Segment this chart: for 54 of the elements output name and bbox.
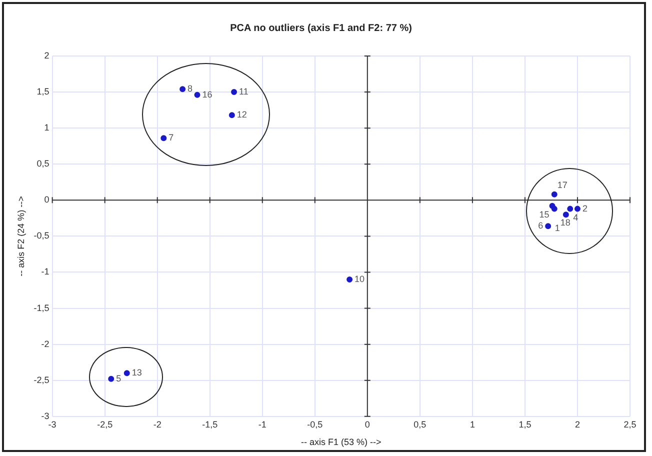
y-tick-label: -2 <box>41 338 50 349</box>
y-tick-label: 1 <box>44 122 50 133</box>
annotation: 12 <box>236 110 247 120</box>
y-tick-label: 0 <box>44 194 50 205</box>
x-tick-label: -1 <box>258 419 266 430</box>
annotation: 11 <box>239 86 248 97</box>
annotation: 17 <box>557 180 568 190</box>
x-tick-label: -0,5 <box>307 419 323 430</box>
point <box>551 206 558 212</box>
point <box>545 223 552 230</box>
chart-title: PCA no outliers (axis F1 and F2: 77 %) <box>230 22 412 34</box>
point <box>108 376 114 382</box>
point <box>160 135 167 142</box>
annotation: 18 <box>560 217 570 228</box>
annotation: 6 <box>538 220 544 231</box>
x-tick-label: -1,5 <box>202 419 218 430</box>
point <box>562 212 569 218</box>
y-tick-label: 2 <box>44 50 50 60</box>
annotation: 10 <box>354 274 365 284</box>
x-tick-label: -2 <box>153 419 162 430</box>
y-axis-title: -- axis F2 (24 %) --> <box>16 196 26 276</box>
y-tick-label: 0,5 <box>36 158 50 169</box>
y-tick-label: -1 <box>41 266 50 277</box>
x-tick-label: 1,5 <box>518 419 532 430</box>
annotation: 16 <box>202 89 212 100</box>
y-tick-label: -2,5 <box>34 374 50 385</box>
x-tick-label: 2 <box>574 419 580 430</box>
point <box>124 370 130 376</box>
y-tick-label: 1,5 <box>36 86 50 97</box>
x-axis-title: -- axis F1 (53 %) --> <box>301 437 382 448</box>
annotation: 5 <box>116 373 122 384</box>
x-tick-label: 0,5 <box>414 419 426 430</box>
y-tick-label: -3 <box>41 410 50 421</box>
annotation: 13 <box>132 368 142 378</box>
point <box>574 206 580 212</box>
point <box>228 112 235 118</box>
point <box>551 191 558 198</box>
x-tick-label: 0 <box>364 419 370 430</box>
annotation: 4 <box>573 212 578 222</box>
point <box>180 86 186 92</box>
annotation: 15 <box>539 209 550 220</box>
x-tick-label: 1 <box>470 419 475 430</box>
x-tick-label: 2,5 <box>624 419 636 430</box>
annotation: 1 <box>554 223 560 234</box>
annotation: 7 <box>168 132 174 143</box>
x-tick-label: -2,5 <box>97 419 113 430</box>
point <box>231 89 238 96</box>
annotation: 2 <box>582 203 588 214</box>
y-tick-label: -1,5 <box>34 302 50 313</box>
annotation: 8 <box>188 84 193 94</box>
point <box>194 92 200 98</box>
point <box>567 206 574 212</box>
point <box>346 276 353 282</box>
y-tick-label: -0,5 <box>34 230 50 241</box>
